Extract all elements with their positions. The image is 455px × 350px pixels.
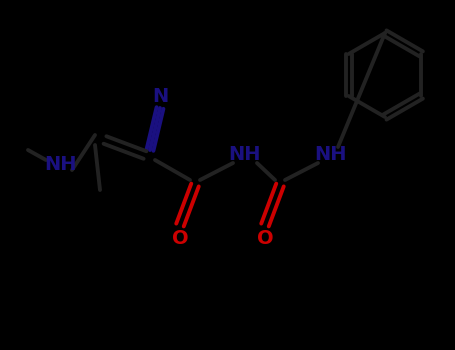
Text: N: N	[152, 86, 168, 105]
Text: O: O	[257, 230, 273, 248]
Text: NH: NH	[314, 146, 346, 164]
Text: NH: NH	[229, 146, 261, 164]
Text: NH: NH	[44, 155, 76, 175]
Text: O: O	[172, 230, 188, 248]
